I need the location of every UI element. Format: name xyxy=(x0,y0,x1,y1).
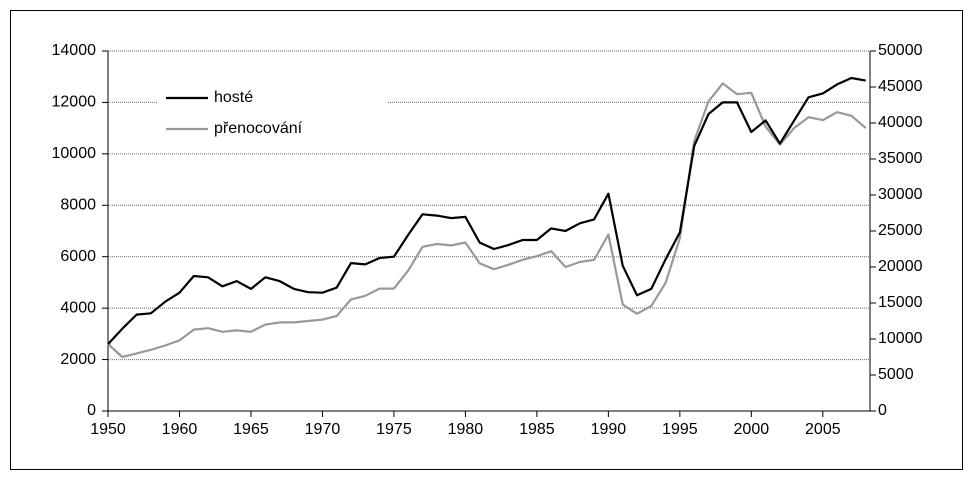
x-tick-label: 1995 xyxy=(662,421,698,438)
y-tick-label: 4000 xyxy=(60,299,96,316)
y2-tick-label: 5000 xyxy=(878,366,914,383)
series-line xyxy=(107,76,866,345)
x-tick-label: 1990 xyxy=(591,421,627,438)
y2-tick-label: 35000 xyxy=(878,150,923,167)
y2-tick-label: 15000 xyxy=(878,294,923,311)
series-line xyxy=(107,82,867,359)
y2-tick-label: 45000 xyxy=(878,78,923,95)
y-tick-label: 14000 xyxy=(52,42,97,59)
y2-tick-label: 40000 xyxy=(878,114,923,131)
y2-tick-label: 10000 xyxy=(878,330,923,347)
y-tick-label: 6000 xyxy=(60,248,96,265)
y-tick-label: 10000 xyxy=(52,145,97,162)
legend-box xyxy=(158,82,388,146)
x-tick-label: 2005 xyxy=(805,421,841,438)
x-tick-label: 1965 xyxy=(233,421,269,438)
chart-border xyxy=(10,10,963,470)
legend-label: přenocování xyxy=(214,120,303,137)
y2-tick-label: 25000 xyxy=(878,222,923,239)
y-tick-label: 2000 xyxy=(60,351,96,368)
x-tick-label: 1960 xyxy=(162,421,198,438)
y-tick-label: 0 xyxy=(87,402,96,419)
y2-tick-label: 0 xyxy=(878,402,887,419)
x-tick-label: 1970 xyxy=(305,421,341,438)
x-tick-label: 1950 xyxy=(90,421,126,438)
x-tick-label: 1985 xyxy=(519,421,555,438)
x-tick-label: 1975 xyxy=(376,421,412,438)
y-tick-label: 12000 xyxy=(52,94,97,111)
y-tick-label: 8000 xyxy=(60,197,96,214)
x-tick-label: 1980 xyxy=(448,421,484,438)
legend-label: hosté xyxy=(214,89,253,106)
y2-tick-label: 20000 xyxy=(878,258,923,275)
y2-tick-label: 50000 xyxy=(878,42,923,59)
y2-tick-label: 30000 xyxy=(878,186,923,203)
x-tick-label: 2000 xyxy=(734,421,770,438)
